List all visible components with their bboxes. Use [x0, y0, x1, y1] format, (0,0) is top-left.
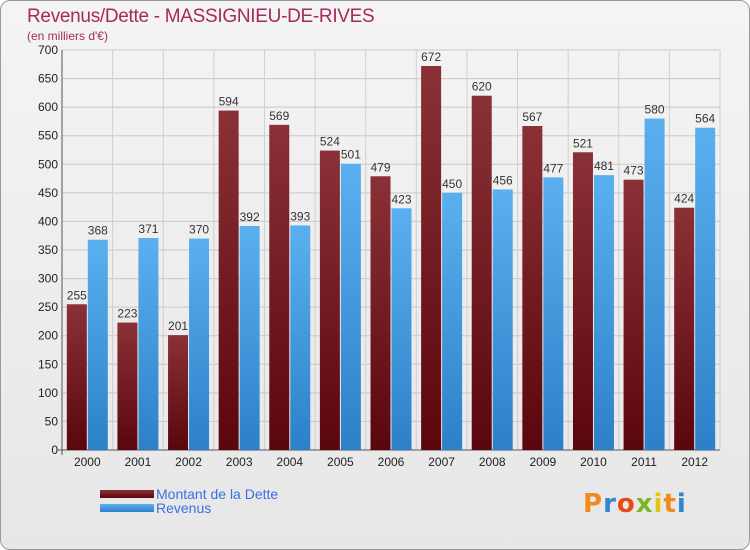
axes: 0 50 100 150 200 250 300 350 400 450 500 550 600 650 7… — [38, 43, 720, 469]
legend-label-dette: Montant de la Dette — [156, 486, 279, 502]
data-label: 479 — [370, 160, 390, 174]
bar-revenus — [442, 192, 463, 450]
data-label: 223 — [117, 307, 137, 321]
data-label: 473 — [624, 164, 644, 178]
data-label: 450 — [442, 177, 462, 191]
chart-subtitle: (en milliers d'€) — [27, 29, 108, 43]
bar-dette — [674, 207, 695, 450]
chart-title: Revenus/Dette - MASSIGNIEU-DE-RIVES — [27, 6, 375, 27]
bar-dette — [522, 126, 543, 450]
bar-revenus — [593, 175, 614, 450]
data-label: 370 — [189, 223, 209, 237]
data-label: 423 — [391, 192, 411, 206]
data-label: 368 — [88, 224, 108, 238]
data-label: 477 — [543, 161, 563, 175]
data-label: 672 — [421, 50, 441, 64]
data-label: 521 — [573, 136, 593, 150]
data-label: 567 — [522, 110, 542, 124]
bar-dette — [269, 124, 290, 450]
bar-revenus — [492, 189, 513, 450]
x-tick-label: 2005 — [327, 455, 354, 469]
bar-dette — [66, 304, 87, 450]
bar-dette — [572, 152, 593, 451]
bar-dette — [421, 66, 442, 450]
bars — [66, 66, 716, 451]
y-tick-label: 650 — [38, 72, 58, 86]
data-label: 201 — [168, 319, 188, 333]
y-tick-label: 50 — [45, 414, 59, 428]
x-tick-label: 2003 — [226, 455, 253, 469]
bar-revenus — [189, 238, 210, 450]
data-label: 393 — [290, 209, 310, 223]
bar-revenus — [290, 225, 311, 450]
x-tick-label: 2009 — [529, 455, 556, 469]
legend-swatch-revenus — [100, 504, 154, 512]
y-tick-label: 200 — [38, 329, 58, 343]
legend: Montant de la Dette Revenus — [100, 486, 279, 516]
bar-revenus — [239, 226, 260, 450]
x-tick-label: 2007 — [428, 455, 455, 469]
legend-item-revenus: Revenus — [100, 500, 278, 516]
data-label: 580 — [645, 103, 665, 117]
y-tick-label: 0 — [51, 443, 58, 457]
data-label: 501 — [341, 148, 361, 162]
proxiti-logo: Proxiti — [583, 489, 687, 519]
bar-dette — [117, 322, 138, 450]
data-label: 481 — [594, 159, 614, 173]
x-tick-label: 2010 — [580, 455, 607, 469]
bar-revenus — [87, 239, 108, 450]
data-label: 594 — [219, 95, 239, 109]
y-tick-label: 500 — [38, 157, 58, 171]
bar-dette — [471, 95, 492, 450]
bar-dette — [623, 179, 644, 450]
data-label: 424 — [674, 192, 694, 206]
bar-dette — [319, 150, 340, 451]
data-label: 564 — [695, 112, 715, 126]
data-label: 569 — [269, 109, 289, 123]
data-label: 524 — [320, 135, 340, 149]
y-tick-label: 150 — [38, 357, 58, 371]
data-label: 620 — [472, 80, 492, 94]
y-tick-label: 100 — [38, 386, 58, 400]
x-tick-label: 2008 — [479, 455, 506, 469]
y-tick-label: 450 — [38, 186, 58, 200]
grid-lines — [61, 49, 721, 451]
data-label: 255 — [67, 288, 87, 302]
x-tick-label: 2001 — [125, 455, 152, 469]
legend-swatch-dette — [100, 490, 154, 498]
data-label: 392 — [240, 210, 260, 224]
y-tick-label: 400 — [38, 214, 58, 228]
x-tick-label: 2002 — [175, 455, 202, 469]
x-tick-label: 2006 — [378, 455, 405, 469]
bar-revenus — [695, 127, 716, 450]
bar-dette — [168, 335, 189, 450]
legend-item-dette: Montant de la Dette — [100, 486, 279, 502]
x-tick-label: 2004 — [276, 455, 303, 469]
bar-revenus — [138, 238, 159, 450]
y-tick-label: 300 — [38, 272, 58, 286]
data-label: 456 — [493, 173, 513, 187]
y-tick-label: 350 — [38, 243, 58, 257]
bar-dette — [218, 110, 239, 451]
y-tick-label: 550 — [38, 129, 58, 143]
bar-revenus — [340, 163, 361, 450]
x-tick-label: 2012 — [681, 455, 708, 469]
bar-revenus — [391, 208, 412, 450]
y-tick-label: 700 — [38, 43, 58, 57]
data-label: 371 — [138, 222, 158, 236]
bar-revenus — [543, 177, 564, 450]
x-tick-label: 2000 — [74, 455, 101, 469]
x-tick-label: 2011 — [631, 455, 657, 469]
legend-label-revenus: Revenus — [156, 500, 212, 516]
bar-revenus — [644, 118, 665, 451]
y-tick-label: 250 — [38, 300, 58, 314]
bar-dette — [370, 176, 391, 451]
y-tick-label: 600 — [38, 100, 58, 114]
